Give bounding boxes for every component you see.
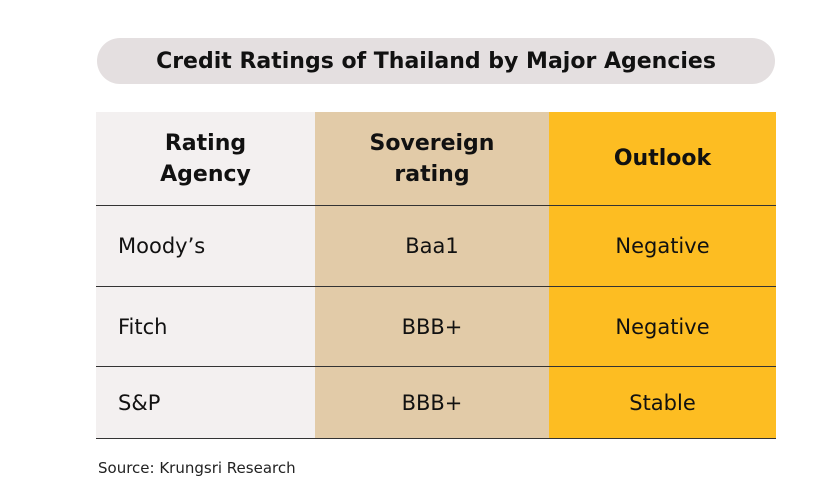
cell-rating: BBB+ [315, 367, 549, 438]
table-row: Moody’s Baa1 Negative [96, 206, 776, 287]
cell-outlook: Stable [549, 367, 776, 438]
header-outlook: Outlook [549, 112, 776, 205]
header-label: Outlook [613, 146, 712, 171]
cell-agency: Fitch [96, 287, 315, 366]
cell-outlook: Negative [549, 206, 776, 286]
ratings-table: Rating Agency Sovereign rating Outlook M… [96, 112, 776, 439]
cell-rating: Baa1 [315, 206, 549, 286]
table-header: Rating Agency Sovereign rating Outlook [96, 112, 776, 206]
cell-rating: BBB+ [315, 287, 549, 366]
cell-outlook: Negative [549, 287, 776, 366]
title: Credit Ratings of Thailand by Major Agen… [156, 48, 716, 74]
table-row: Fitch BBB+ Negative [96, 287, 776, 367]
header-agency: Rating Agency [96, 112, 315, 205]
source-note: Source: Krungsri Research [98, 459, 296, 477]
title-banner: Credit Ratings of Thailand by Major Agen… [97, 38, 775, 84]
header-rating: Sovereign rating [315, 112, 549, 205]
header-label: Sovereign rating [369, 130, 495, 187]
cell-agency: S&P [96, 367, 315, 438]
table-row: S&P BBB+ Stable [96, 367, 776, 439]
cell-agency: Moody’s [96, 206, 315, 286]
header-label: Rating Agency [160, 130, 251, 187]
